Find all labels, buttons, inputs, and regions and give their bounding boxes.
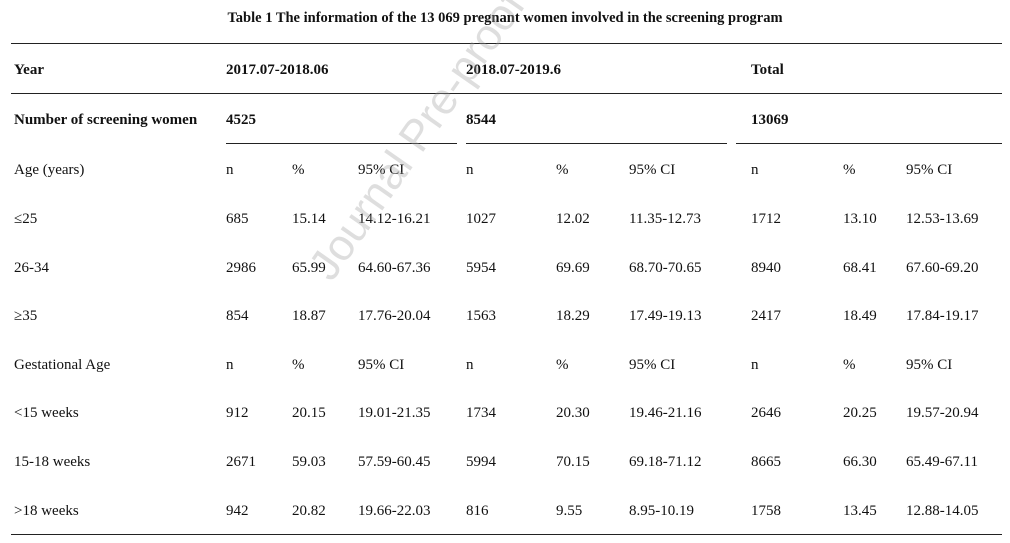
table-cell: 17.49-19.13 [629, 308, 702, 324]
screening-value-3: 13069 [751, 112, 789, 128]
column-header: % [292, 162, 305, 178]
period-1-header: 2017.07-2018.06 [226, 62, 329, 78]
table-cell: 68.41 [843, 260, 877, 276]
column-header: n [751, 162, 759, 178]
screening-value-1: 4525 [226, 112, 256, 128]
column-header: 95% CI [906, 162, 953, 178]
table-cell: 19.46-21.16 [629, 405, 702, 421]
screening-rule-2 [466, 143, 727, 144]
table-cell: 69.69 [556, 260, 590, 276]
top-rule [11, 43, 1002, 44]
year-label: Year [14, 62, 44, 78]
column-header: % [292, 357, 305, 373]
screening-value-2: 8544 [466, 112, 496, 128]
table-cell: 69.18-71.12 [629, 454, 702, 470]
table-cell: 2646 [751, 405, 781, 421]
column-header: n [226, 357, 234, 373]
table-cell: 66.30 [843, 454, 877, 470]
table-cell: 12.02 [556, 211, 590, 227]
row-label: ≥35 [14, 308, 38, 324]
table-cell: 59.03 [292, 454, 326, 470]
header-rule [11, 93, 1002, 94]
table-cell: 18.87 [292, 308, 326, 324]
table-cell: 67.60-69.20 [906, 260, 979, 276]
table-cell: 9.55 [556, 503, 583, 519]
table-cell: 15.14 [292, 211, 326, 227]
column-header: 95% CI [358, 162, 405, 178]
period-2-header: 2018.07-2019.6 [466, 62, 561, 78]
table-cell: 8940 [751, 260, 781, 276]
table-cell: 12.53-13.69 [906, 211, 979, 227]
table-cell: 2986 [226, 260, 256, 276]
column-header: % [556, 162, 569, 178]
table-cell: 1734 [466, 405, 496, 421]
table-cell: 17.84-19.17 [906, 308, 979, 324]
column-header: n [226, 162, 234, 178]
row-label: 26-34 [14, 260, 49, 276]
table-cell: 854 [226, 308, 249, 324]
table-cell: 942 [226, 503, 249, 519]
column-header: 95% CI [906, 357, 953, 373]
table-cell: 5994 [466, 454, 496, 470]
row-label: >18 weeks [14, 503, 79, 519]
column-header: % [556, 357, 569, 373]
table-cell: 912 [226, 405, 249, 421]
table-title: Table 1 The information of the 13 069 pr… [227, 10, 783, 26]
table-cell: 68.70-70.65 [629, 260, 702, 276]
table-cell: 2671 [226, 454, 256, 470]
table-cell: 1758 [751, 503, 781, 519]
column-header: n [466, 357, 474, 373]
table-cell: 65.99 [292, 260, 326, 276]
section-label: Gestational Age [14, 357, 111, 373]
column-header: % [843, 357, 856, 373]
column-header: 95% CI [358, 357, 405, 373]
table-cell: 11.35-12.73 [629, 211, 701, 227]
row-label: ≤25 [14, 211, 38, 227]
table-cell: 20.30 [556, 405, 590, 421]
table-cell: 1563 [466, 308, 496, 324]
table-cell: 13.45 [843, 503, 877, 519]
table-cell: 13.10 [843, 211, 877, 227]
table-cell: 65.49-67.11 [906, 454, 978, 470]
screening-label: Number of screening women [14, 112, 198, 128]
table-cell: 685 [226, 211, 249, 227]
table-cell: 17.76-20.04 [358, 308, 431, 324]
table-cell: 19.66-22.03 [358, 503, 431, 519]
screening-rule-1 [226, 143, 457, 144]
column-header: 95% CI [629, 357, 676, 373]
column-header: % [843, 162, 856, 178]
table-cell: 57.59-60.45 [358, 454, 431, 470]
table-cell: 19.57-20.94 [906, 405, 979, 421]
table-cell: 1027 [466, 211, 496, 227]
table-cell: 19.01-21.35 [358, 405, 431, 421]
column-header: n [466, 162, 474, 178]
column-header: 95% CI [629, 162, 676, 178]
table-cell: 8.95-10.19 [629, 503, 694, 519]
table-cell: 816 [466, 503, 489, 519]
screening-rule-3 [736, 143, 1002, 144]
section-label: Age (years) [14, 162, 85, 178]
total-header: Total [751, 62, 784, 78]
table-cell: 12.88-14.05 [906, 503, 979, 519]
table-cell: 14.12-16.21 [358, 211, 431, 227]
table-cell: 5954 [466, 260, 496, 276]
row-label: <15 weeks [14, 405, 79, 421]
column-header: n [751, 357, 759, 373]
bottom-rule [11, 534, 1002, 535]
table-cell: 1712 [751, 211, 781, 227]
table-cell: 18.49 [843, 308, 877, 324]
table-cell: 64.60-67.36 [358, 260, 431, 276]
row-label: 15-18 weeks [14, 454, 91, 470]
table-cell: 20.82 [292, 503, 326, 519]
table-cell: 20.15 [292, 405, 326, 421]
table-cell: 18.29 [556, 308, 590, 324]
table-cell: 70.15 [556, 454, 590, 470]
table-cell: 20.25 [843, 405, 877, 421]
table-cell: 2417 [751, 308, 781, 324]
table-cell: 8665 [751, 454, 781, 470]
